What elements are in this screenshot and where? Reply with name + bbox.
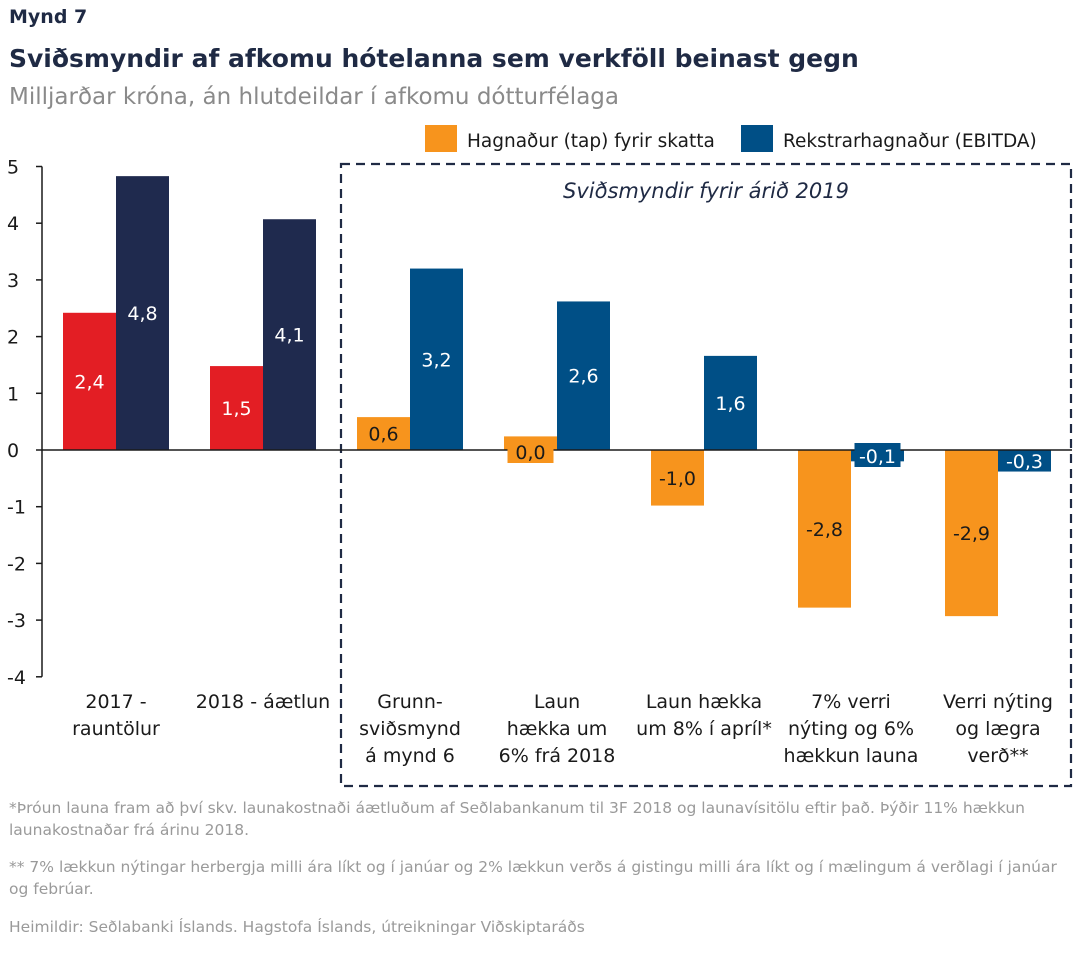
source-note: Heimildir: Seðlabanki Íslands. Hagstofa …: [9, 918, 585, 936]
category-label: hækka um: [507, 718, 608, 740]
category-label: Verri nýting: [943, 691, 1053, 713]
data-label-ebitda-1: 4,1: [274, 325, 304, 347]
category-label: á mynd 6: [365, 745, 455, 767]
data-label-box-0-3: [507, 439, 554, 463]
data-label-profit-4: -1,0: [659, 468, 696, 490]
category-label: nýting og 6%: [788, 718, 914, 740]
bar-ebitda-6: [998, 450, 1051, 472]
y-tick-label: -3: [7, 610, 26, 632]
bar-profit-2: [357, 417, 410, 450]
category-label: 7% verri: [811, 691, 891, 713]
y-tick-label: 0: [7, 440, 19, 462]
y-tick-label: 1: [7, 383, 19, 405]
data-label-ebitda-6: -0,3: [1006, 451, 1043, 473]
chart-subtitle: Milljarðar króna, án hlutdeildar í afkom…: [9, 84, 619, 110]
data-label-profit-3: 0,0: [515, 442, 545, 464]
y-tick-label: 5: [7, 157, 19, 179]
y-tick-label: 2: [7, 327, 19, 349]
data-label-profit-2: 0,6: [368, 424, 398, 446]
category-label: og lægra: [955, 718, 1040, 740]
category-label: hækkun launa: [784, 745, 919, 767]
scenario-box: [339, 162, 1073, 788]
bar-ebitda-3: [557, 301, 610, 450]
data-label-ebitda-4: 1,6: [715, 393, 745, 415]
bar-profit-0: [63, 312, 116, 450]
data-label-profit-5: -2,8: [806, 519, 843, 541]
y-tick-label: -4: [7, 667, 26, 689]
category-label: 2017 -: [85, 691, 146, 713]
category-label: 6% frá 2018: [499, 745, 616, 767]
data-label-ebitda-2: 3,2: [421, 349, 451, 371]
bar-ebitda-4: [704, 355, 757, 450]
y-tick-label: 3: [7, 270, 19, 292]
y-tick-label: -2: [7, 553, 26, 575]
bar-ebitda-2: [410, 268, 463, 450]
category-label: Grunn-: [377, 691, 443, 713]
data-label-ebitda-3: 2,6: [568, 366, 598, 388]
data-label-box-1-5: [854, 443, 901, 467]
data-label-profit-6: -2,9: [953, 523, 990, 545]
bar-profit-1: [210, 366, 263, 450]
y-tick-label: -1: [7, 497, 26, 519]
bar-profit-5: [798, 450, 851, 608]
category-label: rauntölur: [72, 718, 160, 740]
legend-ebitda-label: Rekstrarhagnaður (EBITDA): [783, 131, 1037, 152]
footnote-2: ** 7% lækkun nýtingar herbergja milli ár…: [9, 858, 1057, 898]
bar-chart: 5 4 3 2 1 0 -1 -2 -3 -4 Sviðsmyndir fyrir árið 201…: [7, 125, 1073, 788]
bar-ebitda-1: [263, 219, 316, 450]
y-tick-label: 4: [7, 213, 19, 235]
category-label: 2018 - áætlun: [196, 691, 330, 713]
bar-profit-6: [945, 450, 998, 617]
scenario-annotation: Sviðsmyndir fyrir árið 2019: [563, 179, 849, 203]
data-label-profit-1: 1,5: [221, 398, 251, 420]
data-label-ebitda-5: -0,1: [859, 446, 896, 468]
category-label: um 8% í apríl*: [636, 718, 772, 740]
figure-label: Mynd 7: [9, 6, 88, 28]
chart-title: Sviðsmyndir af afkomu hótelanna sem verk…: [9, 44, 859, 73]
category-label: Laun: [534, 691, 580, 713]
data-label-ebitda-0: 4,8: [127, 303, 157, 325]
category-label: sviðsmynd: [359, 718, 461, 740]
legend-profit-label: Hagnaður (tap) fyrir skatta: [467, 131, 715, 152]
legend-ebitda-swatch: [741, 125, 773, 152]
data-label-profit-0: 2,4: [74, 371, 104, 393]
bar-profit-4: [651, 450, 704, 506]
footnote-1: *Þróun launa fram að því skv. launakostn…: [9, 799, 1025, 839]
bar-ebitda-0: [116, 176, 169, 450]
legend-profit-swatch: [425, 125, 457, 152]
category-label: Laun hækka: [646, 691, 762, 713]
category-label: verð**: [967, 745, 1028, 767]
